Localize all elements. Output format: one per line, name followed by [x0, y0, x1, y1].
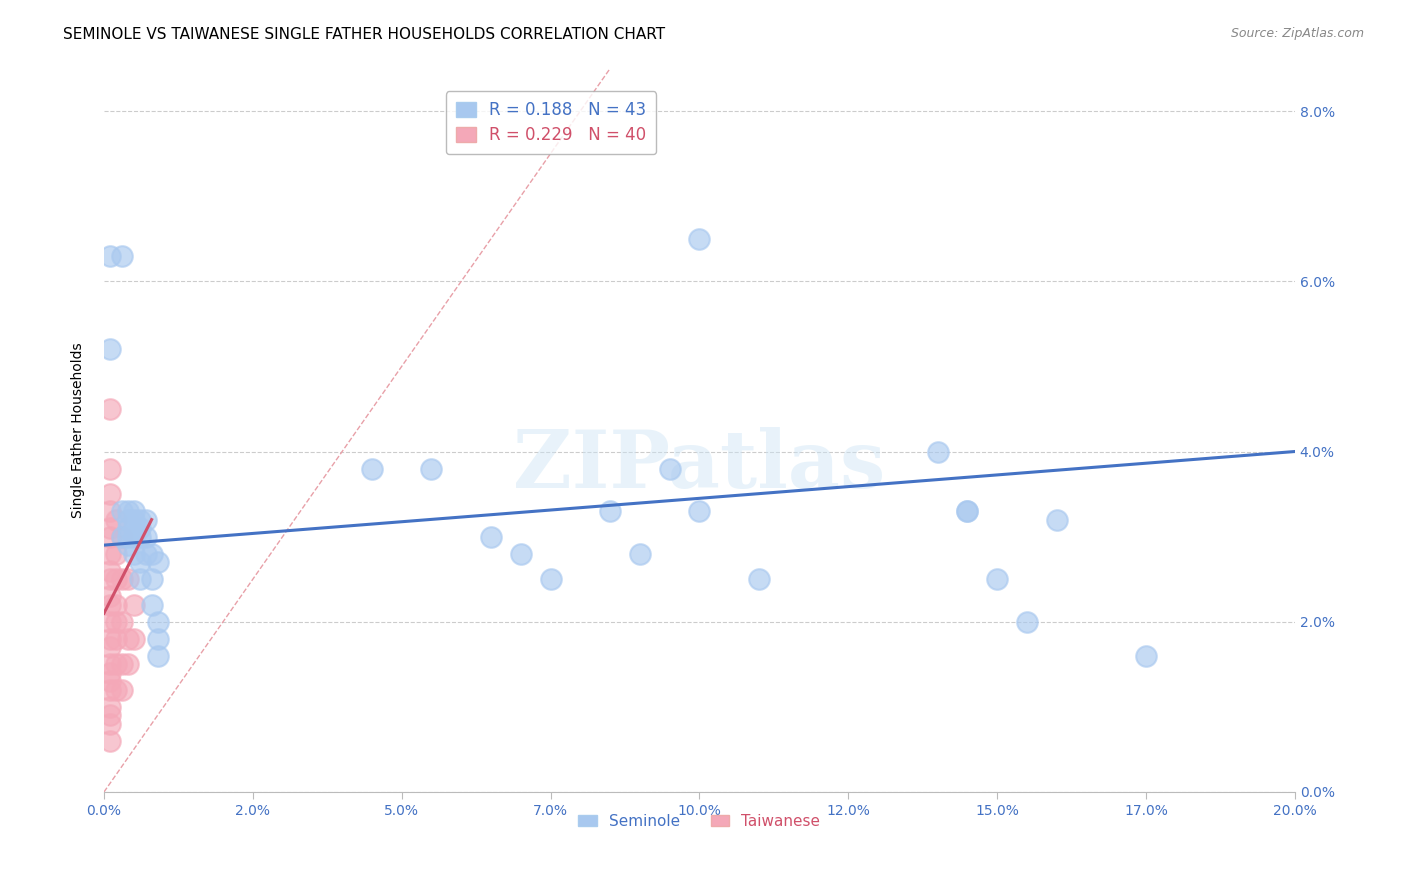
- Point: [98, 640, 121, 655]
- Point: [98, 632, 121, 646]
- Point: [111, 249, 134, 263]
- Point: [146, 632, 169, 646]
- Point: [111, 530, 134, 544]
- Point: [122, 513, 145, 527]
- Point: [1015, 615, 1038, 629]
- Point: [98, 734, 121, 748]
- Point: [111, 530, 134, 544]
- Point: [117, 538, 139, 552]
- Point: [117, 513, 139, 527]
- Point: [479, 530, 502, 544]
- Point: [111, 682, 134, 697]
- Legend: Seminole, Taiwanese: Seminole, Taiwanese: [572, 808, 827, 835]
- Point: [628, 547, 651, 561]
- Point: [509, 547, 531, 561]
- Point: [98, 674, 121, 689]
- Point: [104, 547, 127, 561]
- Point: [122, 521, 145, 535]
- Point: [117, 572, 139, 586]
- Point: [688, 232, 710, 246]
- Point: [128, 555, 150, 569]
- Point: [956, 504, 979, 518]
- Point: [748, 572, 770, 586]
- Point: [104, 632, 127, 646]
- Point: [98, 530, 121, 544]
- Point: [104, 572, 127, 586]
- Point: [111, 572, 134, 586]
- Point: [128, 521, 150, 535]
- Point: [98, 487, 121, 501]
- Point: [146, 648, 169, 663]
- Point: [104, 615, 127, 629]
- Point: [1046, 513, 1069, 527]
- Point: [98, 657, 121, 672]
- Point: [128, 572, 150, 586]
- Point: [361, 461, 384, 475]
- Point: [98, 717, 121, 731]
- Point: [98, 589, 121, 603]
- Point: [141, 598, 163, 612]
- Point: [98, 682, 121, 697]
- Point: [98, 461, 121, 475]
- Point: [986, 572, 1008, 586]
- Point: [111, 615, 134, 629]
- Point: [141, 547, 163, 561]
- Point: [98, 615, 121, 629]
- Point: [1135, 648, 1157, 663]
- Point: [956, 504, 979, 518]
- Text: Source: ZipAtlas.com: Source: ZipAtlas.com: [1230, 27, 1364, 40]
- Point: [122, 504, 145, 518]
- Point: [128, 530, 150, 544]
- Point: [98, 547, 121, 561]
- Point: [122, 547, 145, 561]
- Point: [599, 504, 621, 518]
- Point: [117, 504, 139, 518]
- Point: [658, 461, 681, 475]
- Point: [420, 461, 443, 475]
- Point: [146, 615, 169, 629]
- Point: [98, 401, 121, 416]
- Point: [927, 444, 949, 458]
- Point: [117, 632, 139, 646]
- Point: [104, 513, 127, 527]
- Point: [104, 682, 127, 697]
- Text: ZIPatlas: ZIPatlas: [513, 427, 886, 506]
- Point: [141, 572, 163, 586]
- Point: [122, 530, 145, 544]
- Point: [98, 708, 121, 723]
- Point: [688, 504, 710, 518]
- Text: SEMINOLE VS TAIWANESE SINGLE FATHER HOUSEHOLDS CORRELATION CHART: SEMINOLE VS TAIWANESE SINGLE FATHER HOUS…: [63, 27, 665, 42]
- Point: [117, 530, 139, 544]
- Y-axis label: Single Father Households: Single Father Households: [72, 343, 86, 518]
- Point: [117, 521, 139, 535]
- Point: [98, 572, 121, 586]
- Point: [98, 665, 121, 680]
- Point: [98, 504, 121, 518]
- Point: [122, 598, 145, 612]
- Point: [111, 657, 134, 672]
- Point: [104, 657, 127, 672]
- Point: [98, 699, 121, 714]
- Point: [146, 555, 169, 569]
- Point: [117, 657, 139, 672]
- Point: [111, 504, 134, 518]
- Point: [104, 598, 127, 612]
- Point: [98, 564, 121, 578]
- Point: [135, 530, 157, 544]
- Point: [98, 343, 121, 357]
- Point: [135, 547, 157, 561]
- Point: [98, 521, 121, 535]
- Point: [122, 632, 145, 646]
- Point: [135, 513, 157, 527]
- Point: [98, 249, 121, 263]
- Point: [98, 598, 121, 612]
- Point: [540, 572, 562, 586]
- Point: [128, 513, 150, 527]
